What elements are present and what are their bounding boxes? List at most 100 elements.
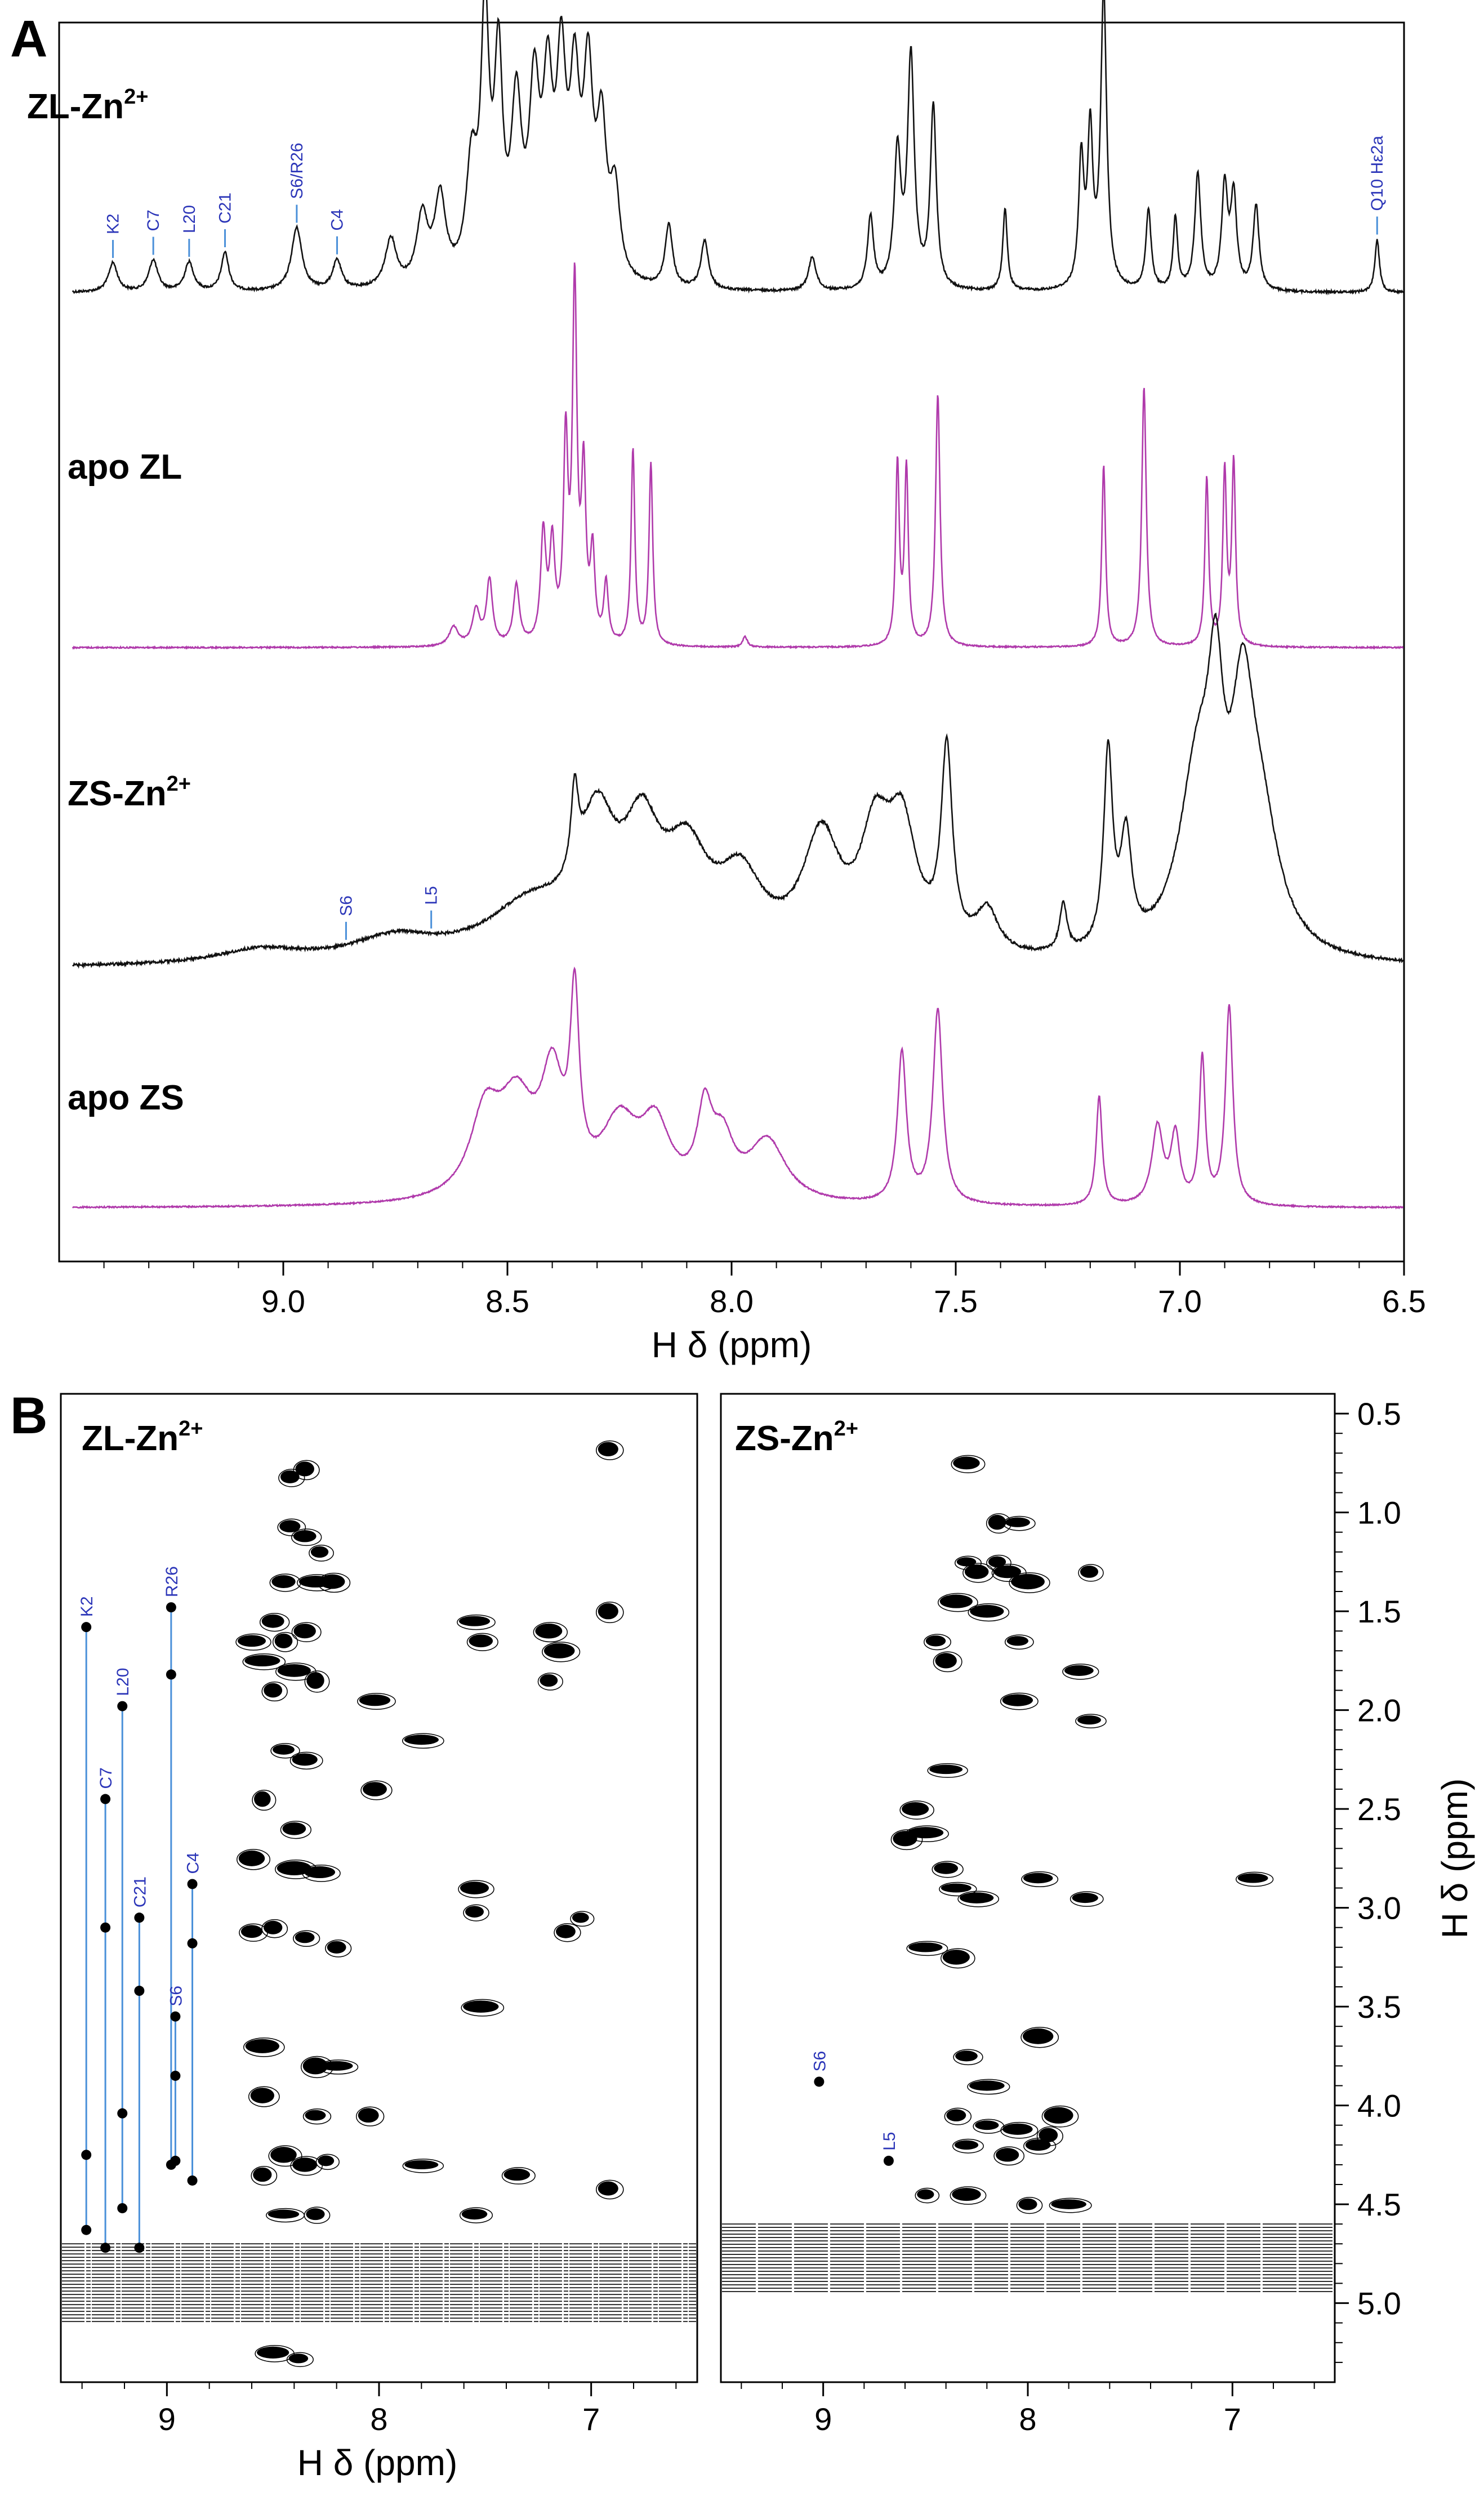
trace-label-sup: 2+ (124, 85, 148, 109)
assigned-peak (100, 1794, 111, 1804)
cross-peak-contour (1062, 1664, 1099, 1680)
cross-peak-contour (1023, 2137, 1057, 2155)
cross-peak (1064, 1665, 1094, 1676)
cross-peak (458, 1616, 491, 1626)
cross-peak (318, 2155, 335, 2166)
x-tick-label: 8 (370, 2401, 387, 2437)
cross-peak (245, 2039, 279, 2053)
cross-peak-contour (932, 1861, 964, 1878)
cross-peak-contour (272, 1631, 298, 1652)
cross-peak (469, 1634, 493, 1648)
cross-peak-contour (457, 1614, 496, 1630)
y-tick-label: 3.0 (1357, 1891, 1401, 1926)
cross-peak-contour (355, 2106, 385, 2126)
x-tick-label: 8 (1019, 2401, 1036, 2437)
cross-peak (404, 1735, 439, 1745)
panel-a-x-axis-title: H δ (ppm) (652, 1325, 812, 1365)
panel-b-left-title-sup: 2+ (179, 1417, 203, 1441)
cross-peak (359, 1694, 391, 1706)
cross-peak-contour (1236, 1871, 1274, 1887)
cross-peak (1018, 2198, 1037, 2210)
panel-a-x-axis: 9.0 8.5 8.0 7.5 7.0 6.5 (103, 1261, 1426, 1319)
spectrum-trace (72, 966, 1404, 1210)
panel-b-left-title: ZL-Zn2+ (82, 1417, 203, 1458)
cross-peak-contour (278, 1469, 305, 1487)
cross-peak (295, 1932, 315, 1943)
assigned-peak (81, 2224, 92, 2235)
cross-peak-contour (951, 1455, 986, 1474)
cross-peak (598, 2181, 618, 2196)
spin-system-label: L5 (880, 2132, 899, 2151)
y-tick-label: 2.5 (1357, 1791, 1401, 1827)
assigned-peak (166, 1669, 176, 1680)
cross-peak (1006, 1636, 1029, 1646)
cross-peak (954, 2140, 979, 2150)
cross-peak (969, 2080, 1005, 2091)
cross-peak (465, 1906, 484, 1918)
cross-peak-contour (261, 1681, 288, 1702)
spin-system-label: K2 (78, 1596, 96, 1617)
cross-peak-contour (1021, 1871, 1059, 1888)
cross-peak-contour (941, 1948, 975, 1969)
cross-peak (273, 1744, 295, 1755)
cross-peak-contour (542, 1642, 581, 1662)
assignment-label: C4 (328, 209, 347, 230)
cross-peak-contour (939, 1882, 977, 1897)
cross-peak (942, 1950, 970, 1965)
cross-peak (1237, 1873, 1268, 1883)
cross-peak-contour (933, 1651, 962, 1673)
cross-peak-contour (291, 1622, 322, 1643)
cross-peak (264, 1683, 283, 1698)
cross-peak-contour (235, 1633, 271, 1651)
cross-peak-contour (237, 1849, 270, 1870)
panel-a-frame (58, 21, 1405, 1263)
cross-peak (302, 2057, 328, 2075)
panel-b-right-title-sup: 2+ (834, 1417, 858, 1441)
cross-peak-contour (268, 2145, 302, 2167)
trace-label-main: apo ZL (68, 448, 182, 487)
cross-peak-contour (291, 1528, 322, 1546)
assigned-peak (117, 2203, 128, 2214)
cross-peak-contour (957, 1891, 1000, 1907)
cross-peak-contour (1004, 1634, 1034, 1650)
cross-peak-contour (570, 1911, 595, 1927)
cross-peak (988, 1514, 1006, 1530)
cross-peak (988, 1556, 1006, 1568)
cross-peak (293, 1624, 316, 1639)
cross-peak-contour (261, 1919, 288, 1938)
cross-peak (993, 1565, 1021, 1579)
cross-peak (960, 1892, 994, 1903)
assignment-label: Q10 Hε2a (1368, 136, 1387, 211)
cross-peak (306, 2208, 325, 2221)
cross-peak (556, 1924, 576, 1938)
assigned-peak (81, 2150, 92, 2160)
x-tick-label: 9 (814, 2401, 832, 2437)
cross-peak-contour (402, 1733, 444, 1749)
cross-peak-contour (596, 2179, 624, 2200)
cross-peak-contour (950, 2186, 987, 2205)
assigned-peak (170, 2011, 181, 2022)
cross-peak (292, 2157, 318, 2172)
cross-peak (535, 1623, 563, 1639)
trace-label-main: ZS-Zn (68, 774, 167, 813)
cross-peak (902, 1802, 929, 1816)
assigned-peak (170, 2155, 181, 2166)
cross-peak (929, 1764, 963, 1775)
cross-peak-contour (899, 1800, 934, 1820)
cross-peak (939, 1594, 973, 1608)
cross-peak-contour (1041, 2105, 1079, 2128)
y-tick-label: 2.0 (1357, 1693, 1401, 1728)
cross-peak (503, 2168, 531, 2181)
cross-peak (292, 1753, 318, 1766)
cross-peak (319, 1574, 345, 1589)
x-tick-label: 7 (582, 2401, 600, 2437)
cross-peak-contour (1002, 1515, 1036, 1531)
cross-peak (254, 1791, 271, 1807)
assigned-peak (170, 2070, 181, 2081)
panel-a-assignments: K2 C7 L20 C21 S6/R26 C4 Q10 Hε2a S6 L5 (104, 136, 1387, 940)
cross-peak (1023, 1873, 1053, 1884)
cross-peak-contour (1009, 1572, 1050, 1593)
cross-peak (1002, 1694, 1033, 1706)
cross-peak-contour (270, 1743, 300, 1759)
